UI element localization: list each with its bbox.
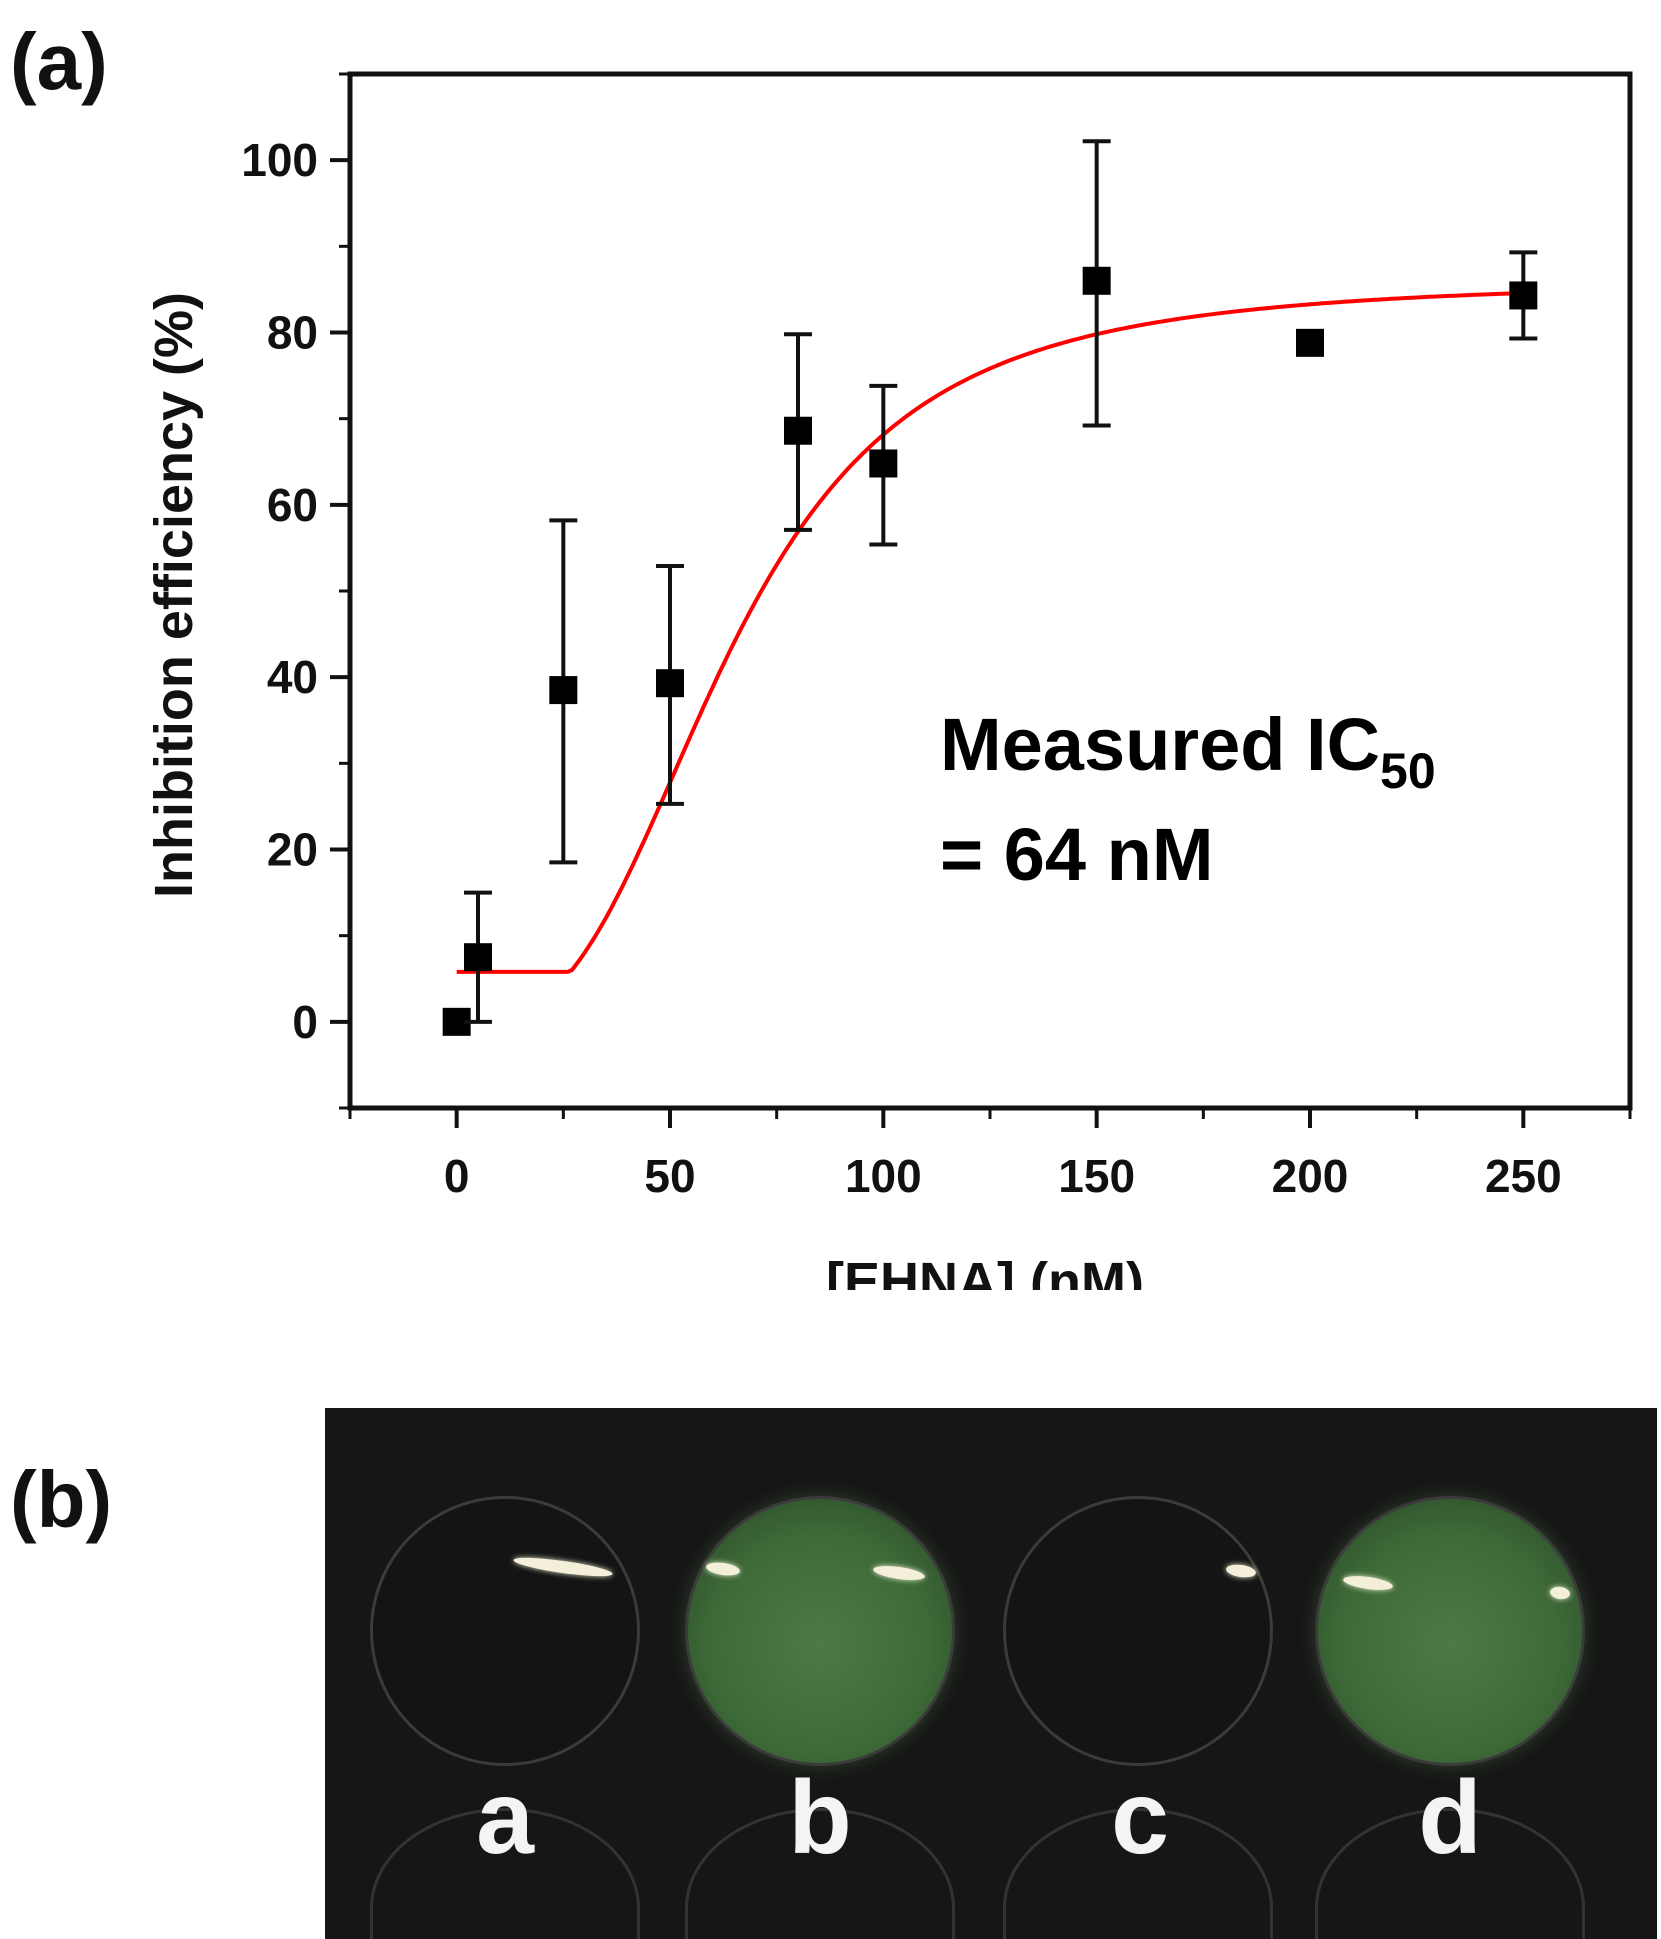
well-glare bbox=[512, 1554, 614, 1580]
y-tick-label: 100 bbox=[241, 134, 318, 186]
ic50-annotation-subscript: 50 bbox=[1380, 743, 1436, 799]
x-tick-label: 250 bbox=[1485, 1150, 1562, 1202]
panel-label-b: (b) bbox=[10, 1455, 113, 1544]
plot-frame bbox=[347, 71, 1633, 1111]
data-point bbox=[549, 676, 578, 705]
ic50-annotation-main: Measured IC bbox=[940, 703, 1380, 786]
y-tick-label: 20 bbox=[267, 824, 318, 876]
well-glare bbox=[1342, 1573, 1394, 1593]
y-tick-label: 0 bbox=[292, 996, 318, 1048]
well-c bbox=[1003, 1496, 1273, 1766]
data-point bbox=[784, 416, 812, 445]
well-glare bbox=[1549, 1585, 1571, 1601]
data-point bbox=[656, 669, 684, 698]
data-point bbox=[1296, 328, 1324, 357]
well-plate-photo: a b c d bbox=[325, 1408, 1657, 1939]
y-tick-label: 40 bbox=[267, 651, 318, 703]
ic50-annotation-line2: = 64 nM bbox=[940, 813, 1214, 896]
chart-axes bbox=[347, 71, 1633, 1111]
x-tick-label: 200 bbox=[1272, 1150, 1349, 1202]
y-tick-label: 60 bbox=[267, 479, 318, 531]
well-label-d: d bbox=[1418, 1760, 1482, 1876]
x-tick-label: 150 bbox=[1058, 1150, 1135, 1202]
panel-label-a: (a) bbox=[10, 17, 108, 106]
logistic-fit-line bbox=[456, 291, 1524, 974]
well-glare bbox=[872, 1563, 926, 1583]
dose-response-chart: 0 50 100 150 200 250 0 20 40 60 80 100 Inhibition e… bbox=[144, 71, 1633, 1290]
well-a bbox=[370, 1496, 640, 1766]
y-axis-label: Inhibition efficiency (%) bbox=[144, 292, 204, 898]
well-b bbox=[685, 1496, 955, 1766]
well-glare bbox=[1225, 1562, 1257, 1580]
x-tick-label: 50 bbox=[644, 1150, 695, 1202]
well-glare bbox=[705, 1560, 741, 1578]
data-point bbox=[1509, 281, 1538, 310]
well-d bbox=[1315, 1496, 1585, 1766]
well-label-b: b bbox=[788, 1760, 852, 1876]
ic50-annotation-line1: Measured IC50 bbox=[940, 703, 1436, 799]
x-tick-label: 0 bbox=[444, 1150, 470, 1202]
x-axis-label: [EHNA] (nM) bbox=[826, 1252, 1144, 1290]
data-point bbox=[464, 943, 492, 972]
chart-labels: Inhibition efficiency (%) [EHNA] (nM) Me… bbox=[144, 292, 1436, 1290]
well-label-c: c bbox=[1111, 1760, 1169, 1876]
y-tick-label: 80 bbox=[267, 307, 318, 359]
data-point bbox=[869, 449, 898, 478]
well-label-a: a bbox=[476, 1760, 534, 1876]
chart-ticks: 0 50 100 150 200 250 0 20 40 60 80 100 bbox=[241, 72, 1632, 1202]
data-points-group bbox=[442, 139, 1538, 1036]
x-tick-label: 100 bbox=[845, 1150, 922, 1202]
fit-curve-group bbox=[456, 291, 1524, 974]
data-point bbox=[1082, 266, 1111, 295]
